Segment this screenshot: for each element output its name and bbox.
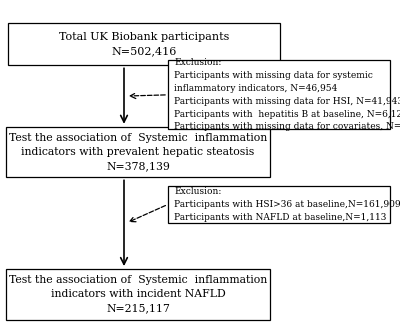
FancyBboxPatch shape (8, 23, 280, 65)
Text: Exclusion:
Participants with missing data for systemic
inflammatory indicators, : Exclusion: Participants with missing dat… (174, 58, 400, 131)
Text: Exclusion:
Participants with HSI>36 at baseline,N=161,909
Participants with NAFL: Exclusion: Participants with HSI>36 at b… (174, 187, 400, 222)
FancyBboxPatch shape (6, 127, 270, 177)
FancyBboxPatch shape (168, 185, 390, 223)
FancyBboxPatch shape (6, 269, 270, 320)
Text: Total UK Biobank participants
N=502,416: Total UK Biobank participants N=502,416 (59, 32, 229, 56)
Text: Test the association of  Systemic  inflammation
indicators with incident NAFLD
N: Test the association of Systemic inflamm… (9, 275, 267, 314)
FancyBboxPatch shape (168, 60, 390, 129)
Text: Test the association of  Systemic  inflammation
indicators with prevalent hepati: Test the association of Systemic inflamm… (9, 133, 267, 171)
